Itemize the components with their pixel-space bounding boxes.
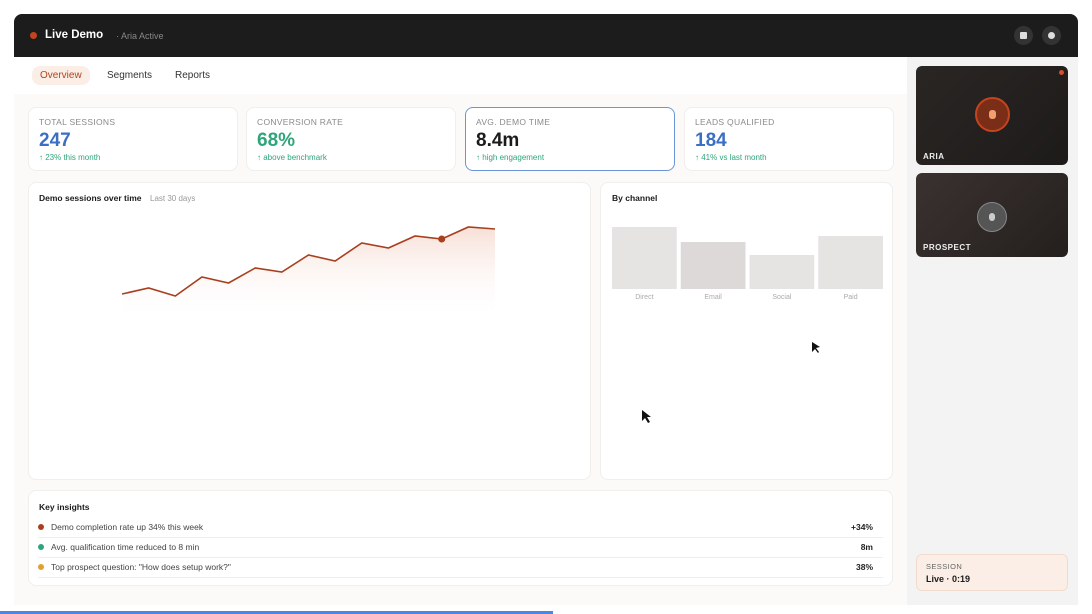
insight-row: Demo completion rate up 34% this week +34… (38, 518, 883, 538)
bar (818, 236, 883, 289)
participant-name: PROSPECT (923, 243, 972, 252)
stop-button[interactable] (1014, 26, 1033, 45)
session-label: SESSION (926, 562, 963, 571)
chart-subtitle: Last 30 days (150, 194, 196, 203)
insight-row: Avg. qualification time reduced to 8 min… (38, 538, 883, 558)
insight-dot (38, 544, 44, 550)
line-area (122, 227, 495, 322)
insight-text: Avg. qualification time reduced to 8 min (51, 542, 200, 552)
x-tick-label: Email (704, 294, 722, 301)
tab[interactable]: Reports (175, 70, 211, 81)
kpi-label: LEADS QUALIFIED (695, 117, 775, 127)
insight-text: Demo completion rate up 34% this week (51, 522, 204, 532)
kpi-value: 8.4m (476, 130, 520, 151)
kpi-value: 68% (257, 130, 296, 151)
progress-bar (0, 611, 553, 614)
record-button[interactable] (1042, 26, 1061, 45)
chart-title: Demo sessions over time (39, 193, 142, 203)
cursor (812, 342, 820, 353)
tab-bar (14, 57, 907, 94)
line (121, 226, 496, 297)
insight-text: Top prospect question: "How does setup w… (51, 562, 231, 572)
kpi-label: AVG. DEMO TIME (476, 117, 551, 127)
tab[interactable]: Overview (32, 66, 90, 85)
session-box: SESSION Live · 0:19 (916, 554, 1068, 591)
line-point (438, 235, 446, 243)
header-title: Live Demo (45, 29, 104, 41)
live-dot (30, 32, 37, 39)
insights-card: Key insights (28, 490, 893, 586)
x-tick-label: Paid (844, 294, 858, 301)
kpi-value: 184 (695, 130, 727, 151)
line-chart-card: Demo sessions over time Last 30 days (28, 182, 591, 480)
bar (749, 255, 815, 289)
header-status: · Aria Active (116, 31, 164, 41)
kpi-card: AVG. DEMO TIME 8.4m ↑ high engagement (465, 107, 675, 171)
participant-tile: ARIA (916, 66, 1068, 165)
participant-tile: PROSPECT (916, 173, 1068, 257)
insight-value: +34% (851, 522, 873, 532)
kpi-card: CONVERSION RATE 68% ↑ above benchmark (246, 107, 456, 171)
insight-dot (38, 524, 44, 530)
top-bar: Live Demo · Aria Active (14, 14, 1078, 57)
kpi-note: ↑ 23% this month (39, 153, 101, 162)
insights-title: Key insights (39, 502, 90, 512)
bar (680, 242, 746, 289)
insight-value: 8m (860, 542, 873, 552)
kpi-value: 247 (39, 130, 71, 151)
chart-title: By channel (612, 193, 658, 203)
kpi-note: ↑ 41% vs last month (695, 153, 767, 162)
kpi-label: TOTAL SESSIONS (39, 117, 116, 127)
kpi-note: ↑ above benchmark (257, 153, 327, 162)
cursor (642, 410, 651, 423)
insight-dot (38, 564, 44, 570)
kpi-card: LEADS QUALIFIED 184 ↑ 41% vs last month (684, 107, 894, 171)
tab[interactable]: Segments (107, 70, 153, 81)
participant-name: ARIA (923, 152, 945, 161)
insight-row: Top prospect question: "How does setup w… (38, 558, 883, 578)
insight-value: 38% (855, 562, 873, 572)
x-tick-label: Direct (635, 294, 653, 301)
bar (612, 227, 677, 289)
kpi-card: TOTAL SESSIONS 247 ↑ 23% this month (28, 107, 238, 171)
x-tick-label: Social (772, 294, 792, 301)
kpi-note: ↑ high engagement (476, 153, 545, 162)
session-status: Live · 0:19 (926, 574, 971, 584)
kpi-label: CONVERSION RATE (257, 117, 344, 127)
